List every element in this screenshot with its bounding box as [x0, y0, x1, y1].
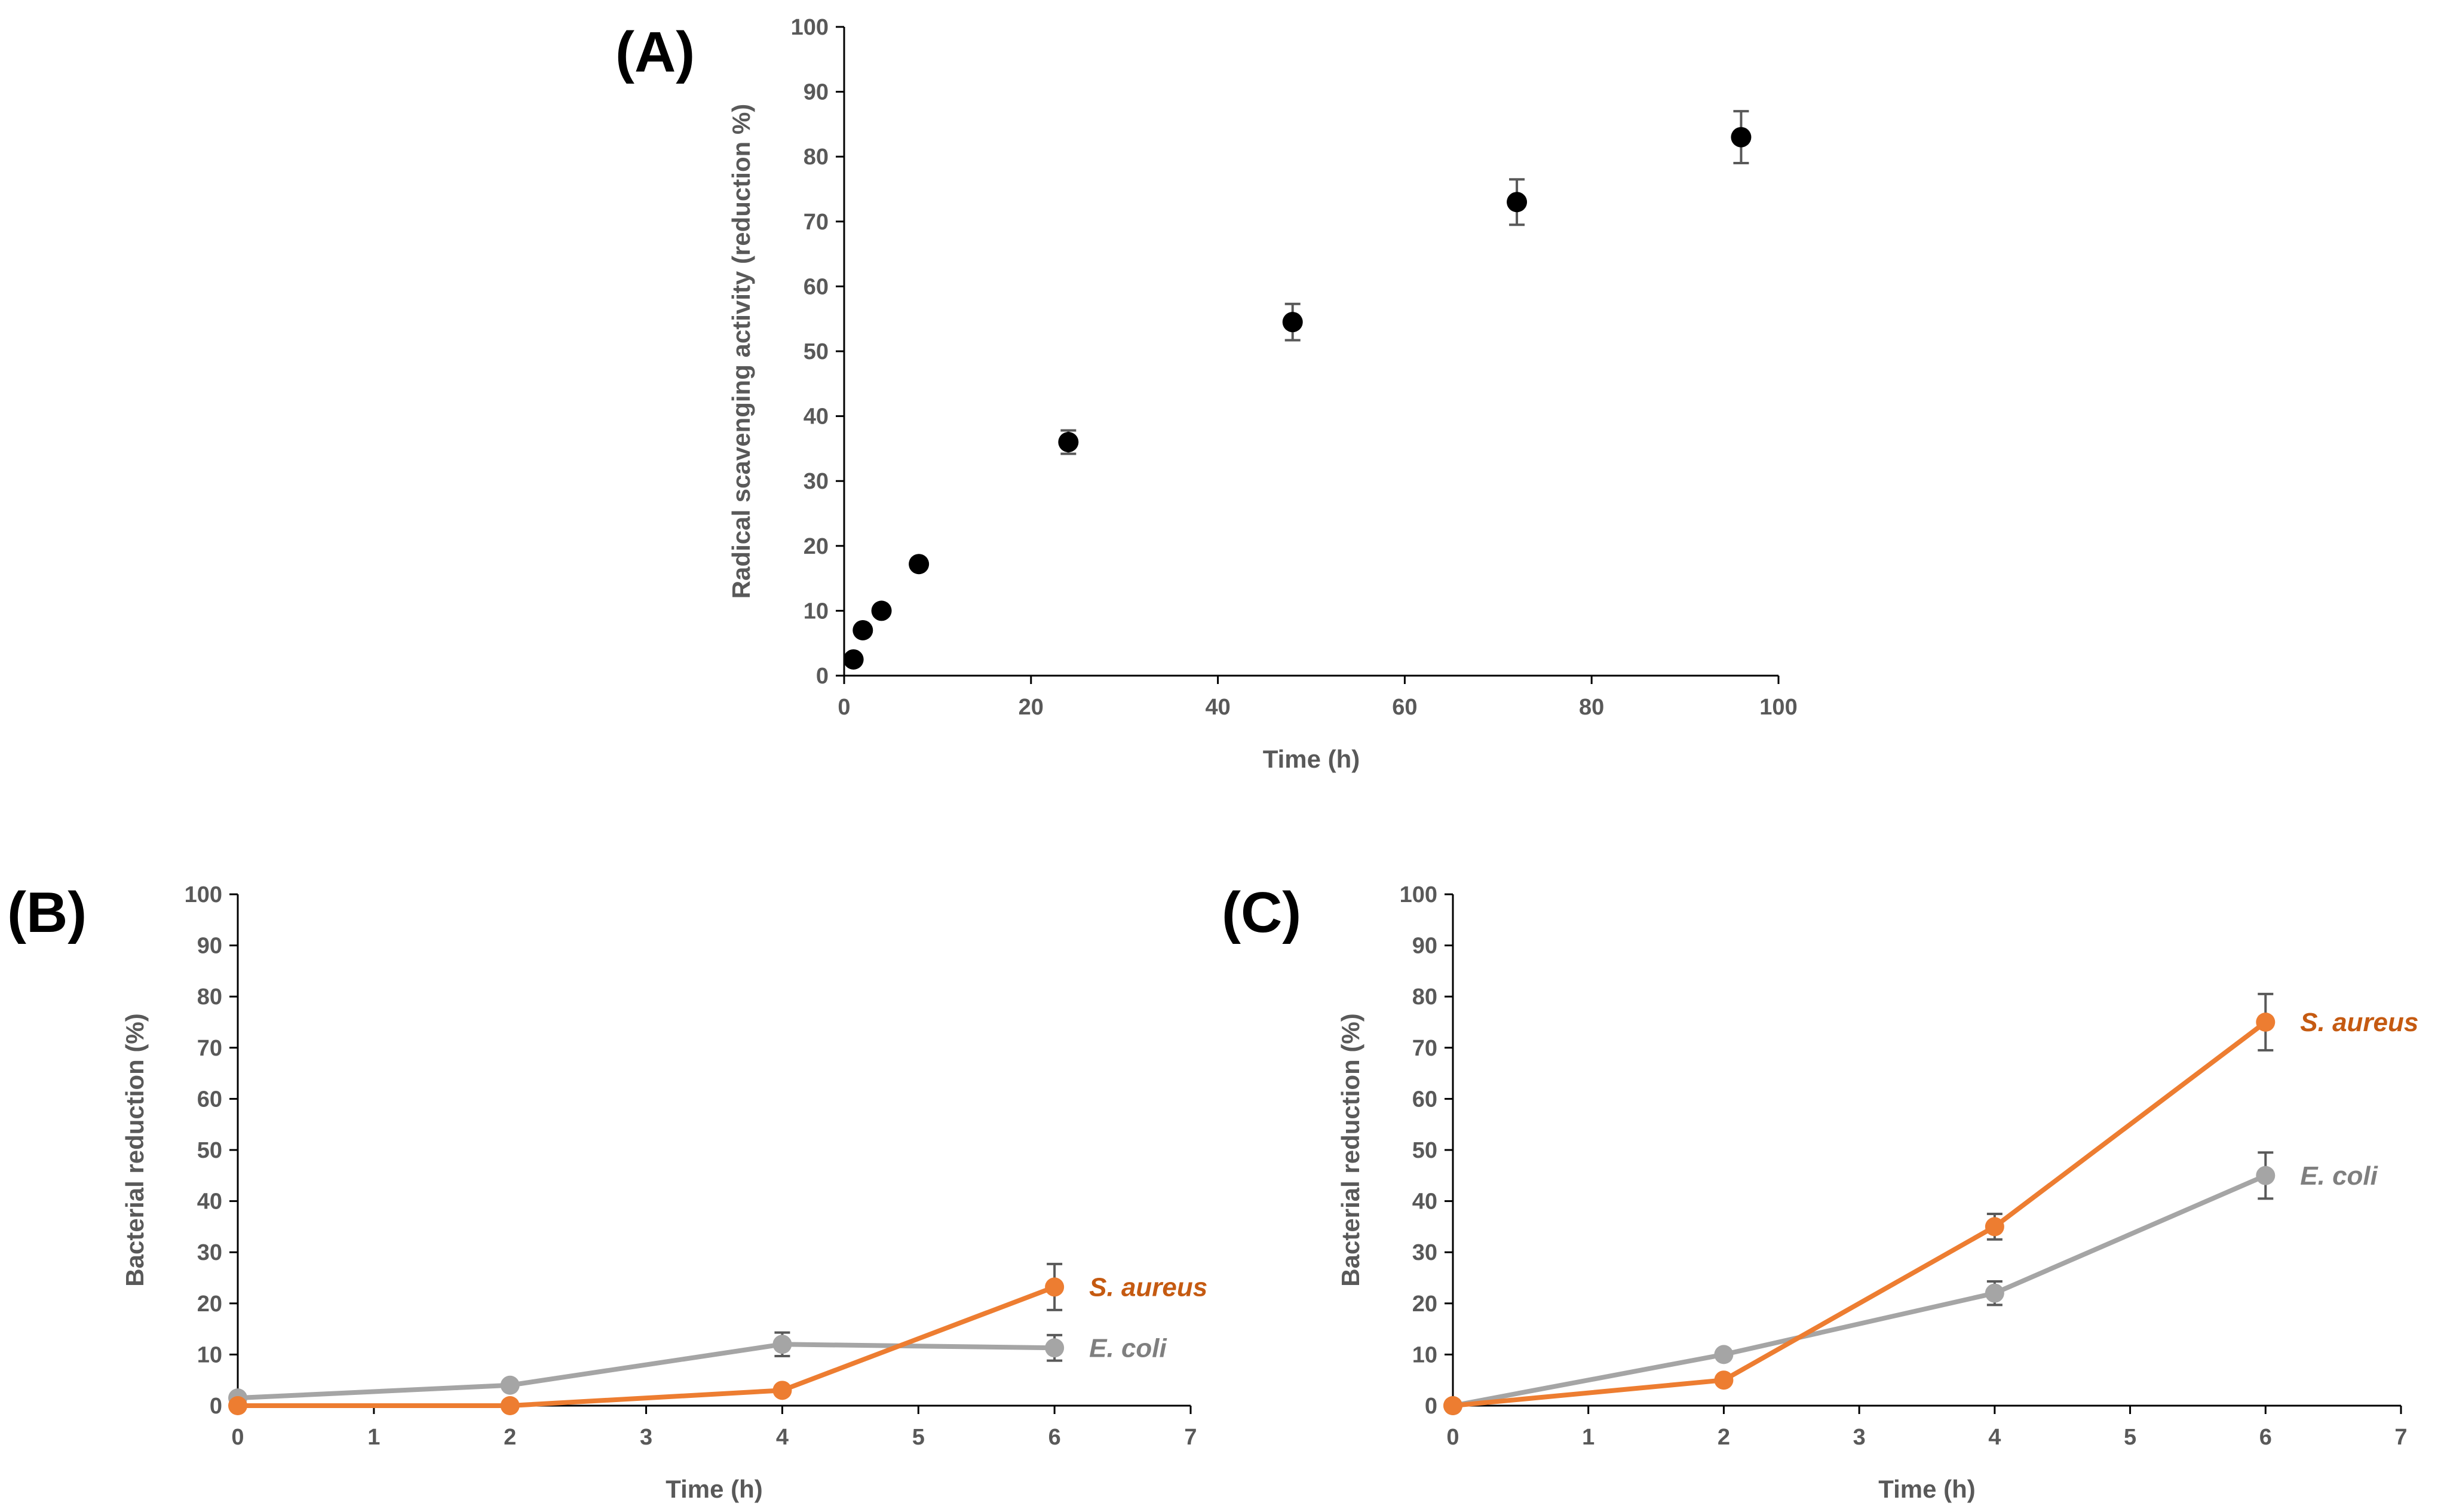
x-tick-label: 3: [1853, 1425, 1866, 1450]
x-tick-label: 5: [2124, 1425, 2136, 1450]
y-tick-label: 60: [1412, 1087, 1437, 1112]
y-tick-label: 20: [1412, 1292, 1437, 1317]
y-axis-title: Radical scavenging activity (reduction %…: [727, 104, 755, 599]
series-line: [1452, 1020, 2267, 1408]
data-point: [500, 1396, 520, 1415]
y-tick-label: 100: [1400, 882, 1437, 907]
panel-label: (B): [7, 881, 87, 944]
series-line: [1452, 1173, 2267, 1408]
y-tick-label: 70: [197, 1036, 222, 1061]
y-tick-label: 40: [197, 1189, 222, 1214]
x-tick-label: 2: [504, 1425, 516, 1450]
y-tick-label: 0: [816, 664, 829, 689]
x-tick-label: 4: [1988, 1425, 2001, 1450]
x-tick-label: 80: [1579, 695, 1604, 720]
data-point: [871, 600, 892, 621]
y-tick-label: 10: [1412, 1342, 1437, 1367]
x-tick-label: 1: [1582, 1425, 1594, 1450]
series-line: [237, 1342, 1055, 1401]
data-point: [1045, 1338, 1065, 1358]
series-line: [238, 1284, 1056, 1408]
x-tick-label: 7: [1184, 1425, 1197, 1450]
data-point: [1507, 192, 1528, 213]
data-point: [843, 649, 864, 670]
x-tick-label: 60: [1392, 695, 1417, 720]
panel-c: (C) 0 10 20 30 40 50 60 70 80 90 100 0 1 2 3 4 5 6 7 Time (h…: [1222, 881, 2418, 1503]
series-label: E. coli: [2300, 1161, 2378, 1191]
y-tick-label: 10: [804, 599, 829, 624]
y-tick-label: 90: [197, 934, 222, 959]
series-label: E. coli: [1089, 1333, 1167, 1363]
y-tick-label: 20: [197, 1292, 222, 1317]
y-tick-label: 50: [1412, 1138, 1437, 1163]
y-tick-label: 0: [1425, 1394, 1437, 1419]
x-axis-title: Time (h): [1263, 745, 1360, 773]
x-tick-label: 4: [776, 1425, 789, 1450]
y-tick-label: 20: [804, 534, 829, 559]
data-point: [772, 1381, 792, 1400]
y-tick-label: 60: [804, 274, 829, 299]
y-axis-title: Bacterial reduction (%): [1336, 1013, 1364, 1286]
data-point: [1731, 127, 1752, 148]
x-tick-label: 3: [640, 1425, 652, 1450]
y-tick-label: 0: [210, 1394, 222, 1419]
y-tick-label: 80: [197, 985, 222, 1010]
data-point: [1058, 432, 1079, 453]
x-tick-label: 20: [1019, 695, 1044, 720]
y-tick-label: 60: [197, 1087, 222, 1112]
data-point: [2256, 1013, 2276, 1032]
x-tick-label: 2: [1718, 1425, 1730, 1450]
panel-a: (A) 0 10 20 30 40 50 60 70 80 90 100 0 20 40 60 80 100 Tim…: [615, 15, 1798, 773]
y-tick-label: 70: [1412, 1036, 1437, 1061]
y-axis-title: Bacterial reduction (%): [121, 1013, 149, 1286]
x-tick-label: 5: [912, 1425, 925, 1450]
data-point: [853, 619, 873, 640]
y-tick-label: 100: [185, 882, 222, 907]
x-tick-label: 6: [2259, 1425, 2272, 1450]
y-tick-label: 70: [804, 210, 829, 235]
panel-label: (A): [615, 20, 695, 84]
data-point: [909, 554, 930, 575]
y-tick-label: 50: [197, 1138, 222, 1163]
data-point: [1985, 1217, 2004, 1237]
y-tick-label: 30: [1412, 1240, 1437, 1265]
x-tick-label: 0: [231, 1425, 244, 1450]
y-tick-label: 90: [1412, 934, 1437, 959]
data-point: [1985, 1283, 2004, 1303]
y-tick-label: 10: [197, 1342, 222, 1367]
y-tick-label: 40: [1412, 1189, 1437, 1214]
y-tick-label: 80: [804, 145, 829, 170]
x-tick-label: 7: [2394, 1425, 2407, 1450]
series-label: S. aureus: [1089, 1272, 1207, 1302]
panel-b: (B) 0 10 20 30 40 50 60 70 80 90 100 0 1 2 3 4 5 6 7 Time (h…: [7, 881, 1207, 1503]
y-tick-label: 50: [804, 339, 829, 364]
data-point: [1714, 1345, 1734, 1364]
y-tick-label: 30: [197, 1240, 222, 1265]
data-point: [2256, 1166, 2276, 1185]
x-tick-label: 1: [367, 1425, 380, 1450]
data-point: [228, 1396, 247, 1415]
y-tick-label: 100: [791, 15, 829, 40]
data-point: [772, 1335, 792, 1354]
data-point: [1045, 1277, 1065, 1297]
x-tick-label: 0: [838, 695, 850, 720]
x-axis-title: Time (h): [1878, 1475, 1976, 1503]
data-point: [1714, 1370, 1734, 1390]
data-point: [1443, 1396, 1462, 1415]
x-tick-label: 0: [1446, 1425, 1459, 1450]
y-tick-label: 80: [1412, 985, 1437, 1010]
data-point: [1282, 312, 1303, 333]
x-tick-label: 40: [1205, 695, 1230, 720]
data-point: [500, 1375, 520, 1395]
y-tick-label: 30: [804, 469, 829, 494]
x-axis-title: Time (h): [666, 1475, 763, 1503]
x-tick-label: 6: [1048, 1425, 1061, 1450]
series-label: S. aureus: [2300, 1008, 2418, 1037]
x-tick-label: 100: [1759, 695, 1797, 720]
y-tick-label: 90: [804, 80, 829, 105]
panel-label: (C): [1222, 881, 1301, 944]
y-tick-label: 40: [804, 404, 829, 430]
